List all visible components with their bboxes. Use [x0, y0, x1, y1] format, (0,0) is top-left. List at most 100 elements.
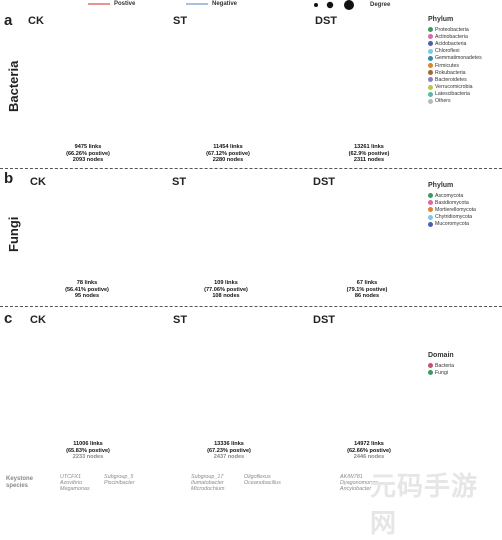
legend-label: Chloroflexi	[435, 48, 460, 54]
legend-swatch-icon	[428, 63, 433, 68]
links-count: 14972 links	[329, 441, 409, 448]
legend-item: Acidobacteria	[428, 40, 482, 47]
legend-item: Mortierellomycota	[428, 206, 476, 213]
legend-swatch-icon	[428, 99, 433, 104]
divider-ab	[0, 168, 502, 169]
condition-st-b: ST	[172, 176, 186, 188]
positive-line-icon	[88, 2, 110, 6]
condition-ck-a: CK	[28, 15, 44, 27]
stats-b-ck: 78 links (56.41% postive) 95 nodes	[47, 280, 127, 300]
keystone-name: Megamonas	[60, 486, 90, 492]
stats-b-st: 109 links (77.06% postive) 108 nodes	[186, 280, 266, 300]
condition-st-c: ST	[173, 314, 187, 326]
condition-dst-b: DST	[313, 176, 335, 188]
legend-swatch-icon	[428, 222, 433, 227]
positive-percent: (56.41% postive)	[47, 287, 127, 294]
keystone-group-2: Subgroup_5 Piscinibacter	[104, 474, 135, 486]
legend-title: Phylum	[428, 182, 476, 189]
panel-letter-b: b	[4, 170, 13, 187]
legend-label: Bacteria	[435, 363, 454, 369]
links-count: 78 links	[47, 280, 127, 287]
legend-label: Fungi	[435, 370, 448, 376]
legend-item: Mucoromycota	[428, 221, 476, 228]
legend-label: Acidobacteria	[435, 41, 466, 47]
negative-legend: Negative	[186, 1, 237, 7]
network-graph	[20, 316, 148, 444]
divider-bc	[0, 306, 502, 307]
legend-item: Firmicutes	[428, 62, 482, 69]
legend-label: Others	[435, 98, 451, 104]
positive-label: Postive	[114, 1, 135, 7]
nodes-count: 2437 nodes	[189, 454, 269, 461]
network-graph	[35, 182, 126, 274]
positive-percent: (65.83% postive)	[48, 448, 128, 455]
condition-ck-c: CK	[30, 314, 46, 326]
keystone-species-label: Keystone species	[6, 476, 46, 490]
degree-size-icon	[312, 0, 362, 10]
links-count: 11454 links	[188, 144, 268, 151]
links-count: 11006 links	[48, 441, 128, 448]
positive-percent: (62.9% postive)	[329, 151, 409, 158]
keystone-name: Microdochium	[191, 486, 225, 492]
legend-label: Actinobacteria	[435, 34, 468, 40]
legend-label: Ascomycota	[435, 193, 463, 199]
legend-item: Latescibacteria	[428, 91, 482, 98]
legend-label: Mucoromycota	[435, 221, 469, 227]
links-count: 9475 links	[48, 144, 128, 151]
keystone-group-3: Subgroup_17 Ilumatobacter Microdochium	[191, 474, 225, 493]
legend-label: Basidiomycota	[435, 200, 469, 206]
negative-line-icon	[186, 2, 208, 6]
positive-percent: (77.06% postive)	[186, 287, 266, 294]
condition-ck-b: CK	[30, 176, 46, 188]
legend-title: Phylum	[428, 16, 482, 23]
legend-item: Verrucomicrobia	[428, 84, 482, 91]
legend-label: Gemmatimonadetes	[435, 55, 482, 61]
degree-legend: Degree	[312, 0, 390, 10]
legend-item: Bacteroidetes	[428, 76, 482, 83]
legend-label: Bacteroidetes	[435, 77, 467, 83]
positive-percent: (79.1% postive)	[327, 287, 407, 294]
legend-item: Actinobacteria	[428, 33, 482, 40]
legend-swatch-icon	[428, 200, 433, 205]
positive-percent: (67.12% postive)	[188, 151, 268, 158]
network-graph	[162, 316, 290, 444]
condition-dst-c: DST	[313, 314, 335, 326]
legend-item: Ascomycota	[428, 192, 476, 199]
legend-swatch-icon	[428, 49, 433, 54]
legend-swatch-icon	[428, 215, 433, 220]
links-count: 13336 links	[189, 441, 269, 448]
stats-a-dst: 13261 links (62.9% postive) 2311 nodes	[329, 144, 409, 164]
network-graph	[319, 181, 408, 270]
legend-label: Verrucomicrobia	[435, 84, 472, 90]
row-label-bacteria: Bacteria	[6, 61, 21, 112]
legend-swatch-icon	[428, 77, 433, 82]
nodes-count: 86 nodes	[327, 293, 407, 300]
legend-label: Proteobacteria	[435, 27, 469, 33]
stats-a-ck: 9475 links (66.26% postive) 2093 nodes	[48, 144, 128, 164]
legend-item: Bacteria	[428, 362, 454, 369]
negative-label: Negative	[212, 1, 237, 7]
stats-c-st: 13336 links (67.23% postive) 2437 nodes	[189, 441, 269, 461]
network-graph	[302, 320, 426, 446]
legend-item: Fungi	[428, 369, 454, 376]
row-label-fungi: Fungi	[6, 217, 21, 252]
network-graph	[178, 175, 275, 272]
legend-item: Others	[428, 98, 482, 105]
legend-label: Chytridiomycota	[435, 214, 472, 220]
links-count: 109 links	[186, 280, 266, 287]
legend-swatch-icon	[428, 363, 433, 368]
legend-item: Basidiomycota	[428, 199, 476, 206]
legend-title: Domain	[428, 352, 454, 359]
panel-letter-a: a	[4, 12, 12, 29]
legend-swatch-icon	[428, 27, 433, 32]
links-count: 13261 links	[329, 144, 409, 151]
degree-label: Degree	[370, 2, 390, 8]
legend-label: Mortierellomycota	[435, 207, 476, 213]
legend-swatch-icon	[428, 34, 433, 39]
positive-percent: (62.66% postive)	[329, 448, 409, 455]
legend-swatch-icon	[428, 56, 433, 61]
legend-swatch-icon	[428, 207, 433, 212]
